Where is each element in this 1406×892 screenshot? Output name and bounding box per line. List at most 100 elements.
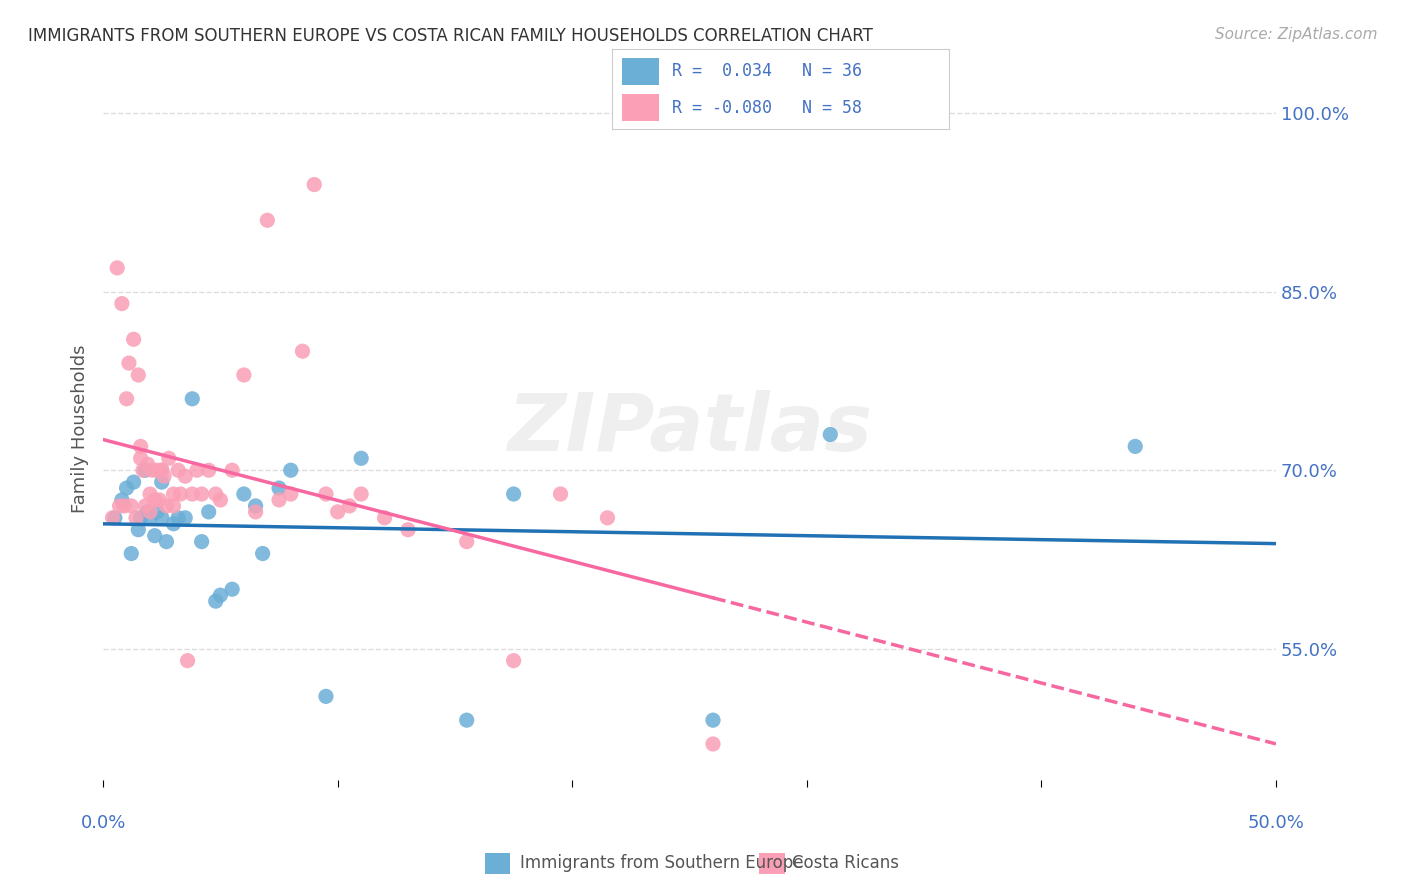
Point <box>190 487 212 501</box>
Point <box>129 451 152 466</box>
Point <box>174 469 197 483</box>
Point <box>209 588 232 602</box>
Point <box>129 439 152 453</box>
Point <box>280 487 302 501</box>
Point <box>120 499 142 513</box>
Point <box>204 594 226 608</box>
Point <box>141 463 163 477</box>
Point <box>456 713 478 727</box>
Point <box>132 463 155 477</box>
Point <box>153 469 176 483</box>
Point <box>134 499 156 513</box>
Text: 50.0%: 50.0% <box>1247 814 1305 832</box>
Point <box>150 463 173 477</box>
Point <box>252 547 274 561</box>
Point <box>167 463 190 477</box>
Point <box>122 475 145 489</box>
Point <box>702 713 724 727</box>
Point <box>136 505 159 519</box>
Point <box>104 511 127 525</box>
Point <box>115 392 138 406</box>
Text: R = -0.080   N = 58: R = -0.080 N = 58 <box>672 99 862 117</box>
Point <box>111 493 134 508</box>
Point <box>232 368 254 382</box>
Text: ZIPatlas: ZIPatlas <box>508 390 872 467</box>
Point <box>105 260 128 275</box>
Point <box>502 654 524 668</box>
Point <box>150 475 173 489</box>
Point <box>291 344 314 359</box>
Point <box>267 481 290 495</box>
Point <box>120 547 142 561</box>
Point <box>221 463 243 477</box>
Point <box>108 499 131 513</box>
Point <box>139 505 162 519</box>
Point <box>350 487 373 501</box>
Point <box>101 511 124 525</box>
Point <box>139 487 162 501</box>
Point <box>702 737 724 751</box>
Point <box>267 493 290 508</box>
Point <box>820 427 842 442</box>
Point <box>190 534 212 549</box>
Point <box>143 493 166 508</box>
FancyBboxPatch shape <box>621 58 659 86</box>
Point <box>150 463 173 477</box>
Point <box>221 582 243 597</box>
Point <box>315 487 337 501</box>
Point <box>280 463 302 477</box>
Text: IMMIGRANTS FROM SOUTHERN EUROPE VS COSTA RICAN FAMILY HOUSEHOLDS CORRELATION CHA: IMMIGRANTS FROM SOUTHERN EUROPE VS COSTA… <box>28 27 873 45</box>
Point <box>150 511 173 525</box>
Point <box>148 493 170 508</box>
Point <box>127 368 149 382</box>
Text: Costa Ricans: Costa Ricans <box>792 855 898 872</box>
Point <box>136 457 159 471</box>
Point <box>197 463 219 477</box>
Point <box>245 499 267 513</box>
Point <box>162 487 184 501</box>
Point <box>155 534 177 549</box>
Point <box>111 296 134 310</box>
Point <box>146 505 169 519</box>
Point <box>209 493 232 508</box>
Point <box>162 499 184 513</box>
Point <box>167 511 190 525</box>
Point <box>115 481 138 495</box>
Point <box>139 511 162 525</box>
Point <box>302 178 325 192</box>
Point <box>186 463 208 477</box>
Point <box>204 487 226 501</box>
Text: Source: ZipAtlas.com: Source: ZipAtlas.com <box>1215 27 1378 42</box>
Point <box>129 511 152 525</box>
Point <box>326 505 349 519</box>
FancyBboxPatch shape <box>621 94 659 121</box>
Point <box>118 356 141 370</box>
Point <box>596 511 619 525</box>
Point <box>350 451 373 466</box>
Point <box>256 213 278 227</box>
Point <box>181 392 204 406</box>
Point <box>456 534 478 549</box>
Point <box>157 451 180 466</box>
Point <box>162 516 184 531</box>
Point <box>197 505 219 519</box>
Point <box>174 511 197 525</box>
Point <box>232 487 254 501</box>
Point <box>550 487 572 501</box>
Point <box>146 463 169 477</box>
Point <box>134 463 156 477</box>
Point <box>315 690 337 704</box>
Point <box>112 499 135 513</box>
Point <box>339 499 361 513</box>
Point <box>396 523 419 537</box>
Point <box>155 499 177 513</box>
Point <box>169 487 191 501</box>
Point <box>502 487 524 501</box>
Text: R =  0.034   N = 36: R = 0.034 N = 36 <box>672 62 862 79</box>
Point <box>245 505 267 519</box>
Point <box>122 332 145 346</box>
Point <box>1123 439 1146 453</box>
Point <box>181 487 204 501</box>
Point <box>125 511 148 525</box>
Point <box>176 654 198 668</box>
